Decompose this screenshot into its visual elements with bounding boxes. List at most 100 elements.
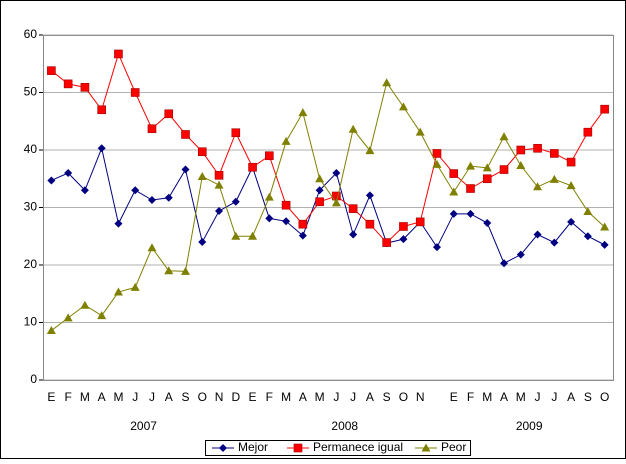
point [415,217,425,227]
x-tick-label: O [198,390,207,404]
legend-box [205,440,471,456]
x-tick-label: E [47,390,55,404]
point [315,197,324,207]
point [97,144,106,153]
x-tick-label: F [266,390,273,404]
point [231,128,241,138]
x-tick-label: J [350,390,356,404]
point [382,238,391,247]
x-tick-label: J [333,390,339,404]
point [131,186,140,195]
point [80,83,90,92]
point [164,109,174,119]
point [600,104,609,114]
point [332,169,341,177]
legend-label: Peor [441,440,466,454]
point [97,311,107,320]
x-tick-label: N [215,390,224,404]
point [130,282,140,291]
legend-marker [421,443,431,452]
legend-label: Permanece igual [313,440,403,454]
x-tick-label: F [64,390,71,404]
x-tick-label: D [231,390,240,404]
x-tick-label: J [535,390,541,404]
point [113,287,123,296]
point [181,266,190,275]
point [197,147,207,157]
x-tick-label: J [149,390,155,404]
x-tick-label: M [281,390,291,404]
group-label: 2007 [130,419,157,433]
point [248,231,258,240]
x-tick-label: A [98,390,106,404]
point [64,169,73,177]
y-tick-label: 50 [24,85,38,99]
x-tick-label: S [383,390,391,404]
point [583,207,593,216]
point [415,127,425,136]
point [549,174,559,183]
x-tick-label: O [399,390,408,404]
x-tick-label: A [500,390,508,404]
point [533,182,543,191]
point [215,206,224,215]
point [449,209,458,218]
point [516,161,526,170]
x-tick-label: M [516,390,526,404]
point [533,230,542,239]
point [214,180,224,189]
point [231,197,240,206]
point [130,88,140,97]
point [600,222,610,231]
legend-marker [219,444,227,452]
x-tick-label: O [600,390,609,404]
point [164,266,174,275]
point [365,191,374,200]
x-tick-label: E [249,390,257,404]
point [315,186,324,195]
x-tick-label: E [450,390,458,404]
series-line [51,81,605,331]
point [282,217,291,226]
point [265,214,274,223]
x-tick-label: M [113,390,123,404]
point [499,165,509,174]
y-tick-label: 60 [24,27,38,41]
point [231,231,241,240]
point [197,171,207,180]
point [97,105,106,115]
point [331,198,341,207]
point [298,231,307,240]
x-tick-label: S [181,390,189,404]
point [348,124,358,133]
point [80,186,89,195]
point [449,187,459,196]
point [399,222,408,231]
group-label: 2009 [516,419,543,433]
y-tick-label: 0 [30,372,37,386]
point [248,162,257,172]
point [46,326,56,335]
x-tick-label: M [315,390,325,404]
y-tick-label: 20 [24,257,38,271]
point [449,169,459,178]
series-line [51,52,606,244]
point [583,232,592,241]
point [432,149,442,158]
point [80,300,90,309]
point [482,163,492,172]
point [432,243,441,252]
point [550,238,559,247]
y-tick-label: 40 [24,142,38,156]
legend-marker [293,443,303,453]
point [315,174,325,183]
point [147,196,156,205]
point [47,66,56,75]
point [567,217,576,226]
legend-label: Mejor [238,440,268,454]
x-tick-label: J [551,390,557,404]
x-tick-label: A [366,390,374,404]
point [147,124,157,134]
